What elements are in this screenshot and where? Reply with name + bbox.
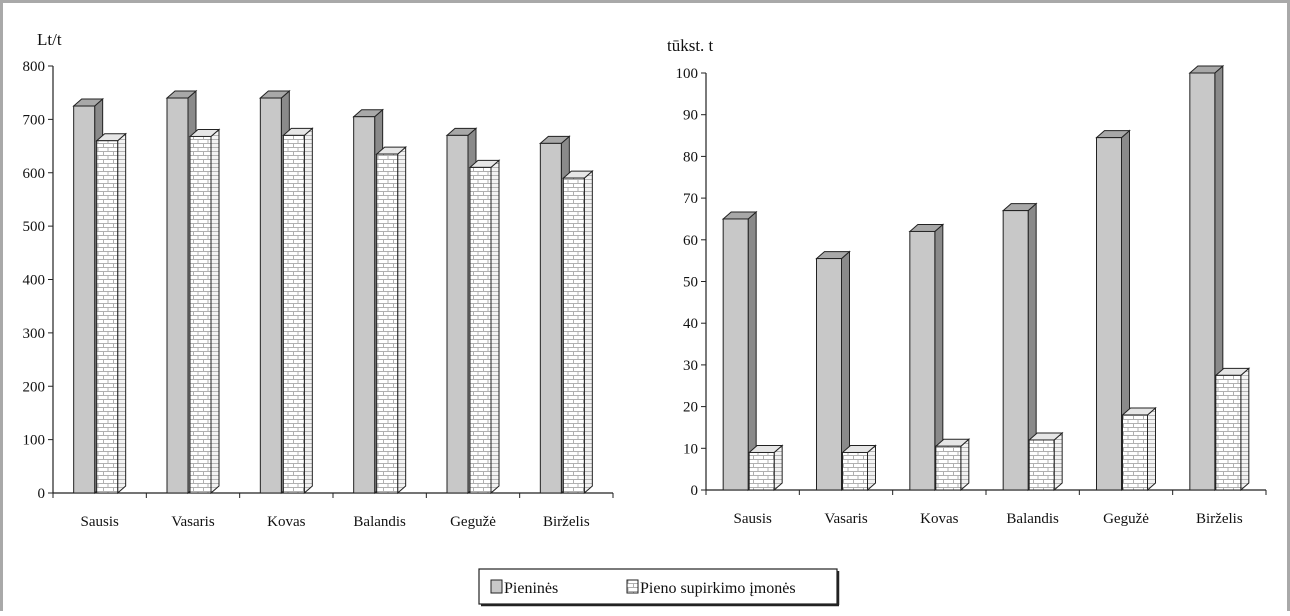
chart1-ytick-label: 800	[23, 59, 46, 75]
chart1-bar-s2-3-side	[397, 145, 407, 495]
legend: Pieninės Pieno supirkimo įmonės	[478, 568, 840, 607]
chart1-bar-s2-4-side	[490, 159, 500, 495]
chart1-category-label: Balandis	[353, 514, 406, 530]
chart1-ytick-label: 0	[38, 486, 46, 502]
chart1-plot: 0 100 200 300 400 500 600 700 800 Sausis Vasaris Ko…	[23, 59, 614, 530]
chart1-ytick-label: 300	[23, 326, 46, 342]
chart2-bar-s2-5-front	[1215, 374, 1242, 491]
chart2-ytick-label: 20	[683, 400, 698, 416]
chart2-bar-s1-3	[1001, 202, 1038, 492]
chart2-bar-s2-4	[1121, 406, 1157, 492]
chart2-category-label: Birželis	[1196, 511, 1243, 527]
chart2-category-label: Vasaris	[824, 511, 867, 527]
chart1-bar-s2-1	[188, 128, 221, 495]
chart1-bar-s2-5	[562, 169, 594, 495]
chart1-bar-s2-5-front	[562, 177, 585, 494]
chart2-ytick-label: 100	[676, 66, 699, 82]
chart1-ytick-label: 500	[23, 219, 46, 235]
chart2-bar-s2-4-side	[1147, 406, 1156, 492]
chart1-bar-s2-1-front	[189, 135, 212, 494]
chart2-bar-s1-1	[815, 250, 851, 492]
chart1-category-label: Kovas	[267, 514, 305, 530]
chart1-ytick-label: 200	[23, 379, 46, 395]
chart2-category-label: Balandis	[1006, 511, 1059, 527]
chart1-bar-s1-4-front	[446, 134, 469, 494]
chart2-bar-s2-5	[1214, 367, 1251, 492]
chart1-bar-s2-0	[95, 132, 127, 495]
chart2-category-label: Sausis	[733, 511, 772, 527]
chart2-category-label: Gegužė	[1103, 511, 1149, 527]
chart1-category-label: Gegužė	[450, 514, 496, 530]
chart1-y-unit: Lt/t	[37, 30, 62, 49]
chart1-bar-s2-1-side	[210, 128, 220, 495]
chart1-category-label: Sausis	[80, 514, 119, 530]
chart2-bar-s1-3-front	[1002, 210, 1029, 491]
chart2-ytick-label: 50	[683, 275, 698, 291]
chart2-bar-s1-5	[1188, 64, 1225, 492]
chart2-category-label: Kovas	[920, 511, 958, 527]
chart2-bar-s2-1-front	[842, 451, 868, 491]
chart2-plot: 0 10 20 30 40 50 60 70 80 90 100 Sausis Vasaris Kovas…	[676, 64, 1267, 527]
chart1-bar-s2-5-side	[583, 169, 593, 495]
chart2-bar-s2-3-front	[1028, 439, 1055, 491]
chart2-bar-s1-0-front	[722, 218, 749, 491]
legend-label-supirkimo: Pieno supirkimo įmonės	[640, 580, 796, 597]
chart1-bar-s1-1-front	[166, 97, 189, 494]
chart1-ytick-label: 100	[23, 433, 46, 449]
chart2-bar-s2-5-side	[1240, 367, 1250, 492]
chart1-bar-s1-0-front	[73, 105, 96, 494]
chart2-bar-s2-2-front	[935, 445, 962, 491]
chart2-bar-s2-1-side	[867, 444, 876, 492]
chart2-ytick-label: 40	[683, 316, 698, 332]
chart2-bar-s2-0-side	[773, 444, 783, 492]
chart1-ytick-label: 600	[23, 166, 46, 182]
chart1-category-label: Birželis	[543, 514, 590, 530]
legend-swatch-pienines	[490, 579, 503, 594]
chart2-bar-s2-1	[841, 444, 877, 492]
chart1-bar-s2-2-side	[303, 127, 313, 495]
chart2-ytick-label: 90	[683, 108, 698, 124]
chart2-bar-s1-0	[721, 210, 758, 492]
chart1-bar-s2-0-front	[96, 140, 119, 494]
chart2-ytick-label: 10	[683, 441, 698, 457]
chart1-bar-s2-3-front	[376, 153, 399, 494]
chart2-ytick-label: 0	[691, 483, 699, 499]
chart2-bar-s1-5-front	[1189, 72, 1216, 491]
chart2-bar-s2-3	[1027, 431, 1064, 492]
chart2-ytick-label: 80	[683, 149, 698, 165]
legend-swatch-supirkimo	[626, 579, 639, 594]
chart2-bar-s1-2	[908, 223, 945, 492]
chart2-bar-s1-4	[1095, 129, 1131, 492]
chart2-bar-s1-1-front	[816, 258, 842, 491]
chart2-bar-s2-4-front	[1122, 414, 1148, 491]
chart1-bar-s1-5-front	[539, 142, 562, 494]
chart2-bar-s2-0	[747, 444, 784, 492]
chart1-bar-s2-0-side	[117, 132, 127, 495]
chart1-bar-s2-2	[282, 127, 314, 495]
chart2-bar-s2-2	[934, 438, 971, 492]
chart2-ytick-label: 60	[683, 233, 698, 249]
chart1-bar-s2-3	[375, 145, 407, 495]
chart2-y-unit: tūkst. t	[667, 36, 714, 55]
chart2-bar-s1-4-front	[1096, 137, 1122, 491]
chart2-bar-s2-2-side	[960, 438, 970, 492]
chart2-ytick-label: 70	[683, 191, 698, 207]
chart1-bar-s2-4-front	[469, 166, 492, 494]
chart1-bar-s1-3-front	[353, 116, 376, 494]
chart2-bar-s2-0-front	[748, 451, 775, 491]
chart1-category-label: Vasaris	[171, 514, 214, 530]
chart1-bar-s2-4	[468, 159, 501, 495]
chart1-bar-s1-2-front	[259, 97, 282, 494]
chart2-ytick-label: 30	[683, 358, 698, 374]
chart1-ytick-label: 700	[23, 112, 46, 128]
legend-label-pienines: Pieninės	[504, 580, 558, 597]
chart1-ytick-label: 400	[23, 273, 46, 289]
chart2-bar-s1-2-front	[909, 230, 936, 491]
chart1-bar-s2-2-front	[282, 134, 305, 494]
chart2-bar-s2-3-side	[1053, 431, 1063, 492]
